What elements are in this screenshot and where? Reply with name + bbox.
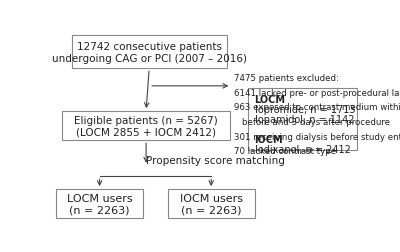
Text: Propensity score matching: Propensity score matching [146, 155, 285, 165]
Text: 12742 consecutive patients
undergoing CAG or PCI (2007 – 2016): 12742 consecutive patients undergoing CA… [52, 42, 247, 63]
Text: LOCM users
(n = 2263): LOCM users (n = 2263) [67, 193, 132, 215]
Text: Iopromide, n = 1713: Iopromide, n = 1713 [255, 104, 355, 114]
Text: IOCM users
(n = 2263): IOCM users (n = 2263) [180, 193, 243, 215]
FancyBboxPatch shape [248, 88, 357, 150]
Text: Iodixanol, n = 2412: Iodixanol, n = 2412 [255, 145, 350, 155]
FancyBboxPatch shape [56, 189, 143, 218]
Text: Eligible patients (n = 5267)
(LOCM 2855 + IOCM 2412): Eligible patients (n = 5267) (LOCM 2855 … [74, 115, 218, 137]
FancyBboxPatch shape [168, 189, 255, 218]
Text: 301 receiving dialysis before study entry: 301 receiving dialysis before study entr… [234, 132, 400, 141]
Text: 6141 lacked pre- or post-procedural lab: 6141 lacked pre- or post-procedural lab [234, 88, 400, 98]
Text: IOCM: IOCM [255, 135, 283, 145]
Text: 963 exposed to contrast medium within 7 days: 963 exposed to contrast medium within 7 … [234, 103, 400, 112]
Text: 70 lacked contrast type: 70 lacked contrast type [234, 147, 336, 156]
Text: LOCM: LOCM [255, 94, 286, 104]
Text: before and 3 days after procedure: before and 3 days after procedure [242, 117, 390, 127]
FancyBboxPatch shape [62, 112, 230, 141]
Text: Iopamidol, n = 1142: Iopamidol, n = 1142 [255, 114, 354, 124]
Text: 7475 patients excluded:: 7475 patients excluded: [234, 74, 339, 83]
FancyBboxPatch shape [72, 36, 227, 69]
